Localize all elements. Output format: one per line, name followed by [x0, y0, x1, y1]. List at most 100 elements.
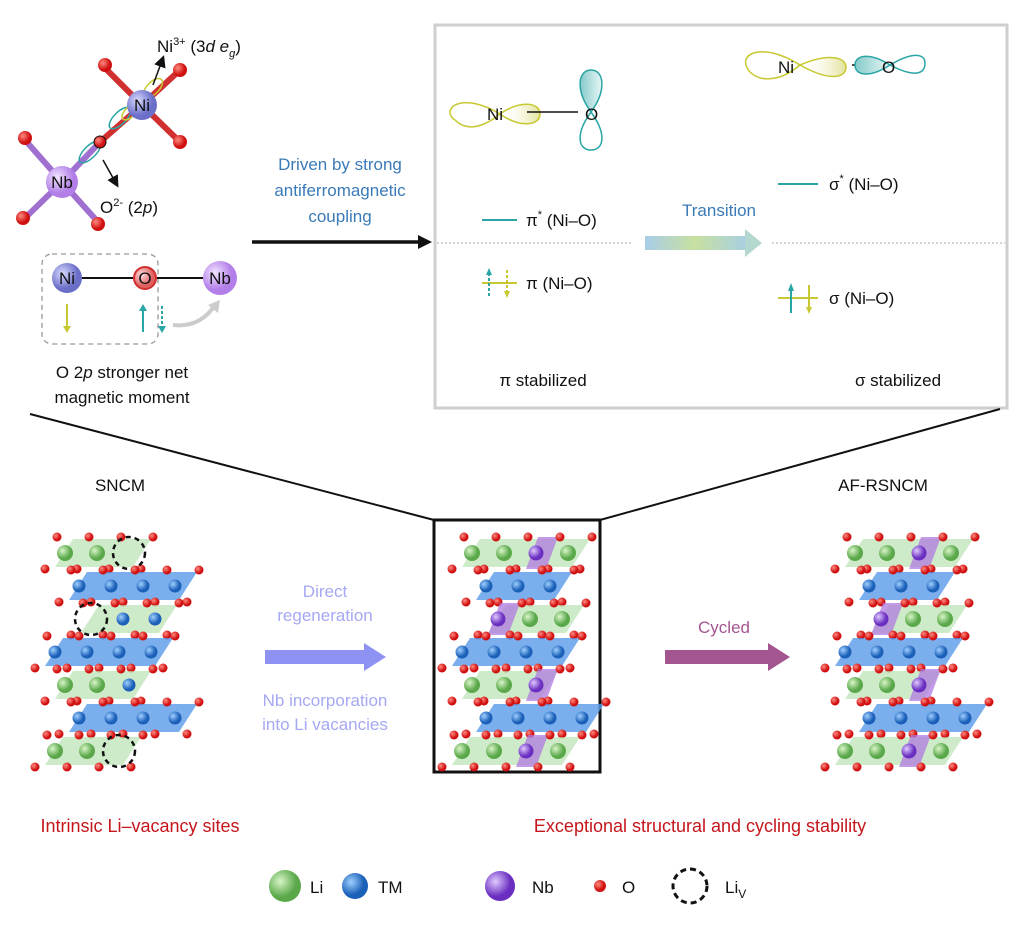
o-atom [960, 631, 970, 641]
o-atom [888, 697, 898, 707]
driver-annotation: Driven by strong antiferromagnetic coupl… [252, 155, 432, 249]
o-atom [874, 532, 884, 542]
tm-atom [72, 579, 86, 593]
nb-atom [911, 677, 927, 693]
li-atom [837, 743, 853, 759]
li-atom [560, 545, 576, 561]
tm-atom [104, 711, 118, 725]
pi-stabilized-caption: π stabilized [499, 371, 586, 390]
o-atom [577, 631, 587, 641]
o-atom [884, 663, 894, 673]
o-atom [170, 631, 180, 641]
o-atom [533, 762, 543, 772]
tm-atom [122, 678, 136, 692]
tm-atom [48, 645, 62, 659]
o-atom [517, 598, 527, 608]
o-atom [459, 664, 469, 674]
o-atom [940, 597, 950, 607]
o-atom [461, 597, 471, 607]
o-atom [896, 631, 906, 641]
o-atom [62, 663, 72, 673]
highlight-frame [432, 518, 602, 774]
o-atom [182, 597, 192, 607]
o-atom [513, 730, 523, 740]
transition-label: Transition [682, 201, 756, 220]
o-atom [569, 630, 579, 640]
tm-atom [136, 579, 150, 593]
o-atom [437, 762, 447, 772]
o-atom [194, 565, 204, 575]
o-atom [94, 663, 104, 673]
tm-layer [476, 704, 604, 732]
o-atom [505, 697, 515, 707]
o-atom [162, 630, 172, 640]
o-atom [86, 729, 96, 739]
tm-atom [926, 579, 940, 593]
nb-atom [528, 545, 544, 561]
regen-line1: Direct [303, 582, 348, 601]
zoom-line-right [599, 408, 1001, 521]
o-atom [830, 696, 840, 706]
sigma-o-label: O [882, 58, 895, 77]
o-atom [832, 730, 842, 740]
o-atom [158, 663, 168, 673]
nb-atom [490, 611, 506, 627]
tm-atom [136, 711, 150, 725]
tm-atom [479, 579, 493, 593]
o-atom [481, 730, 491, 740]
o-atom [952, 697, 962, 707]
cycled-label: Cycled [698, 618, 750, 637]
li-atom [57, 677, 73, 693]
o-atom [98, 565, 108, 575]
o-atom [916, 762, 926, 772]
tm-layer [859, 704, 987, 732]
tm-layer [835, 638, 963, 666]
pi-bonding-label: π (Ni–O) [526, 274, 593, 293]
af-rsncm-label: AF-RSNCM [838, 476, 928, 495]
o-atom [537, 697, 547, 707]
o-atom [74, 631, 84, 641]
o-atom [150, 597, 160, 607]
li-vacancy-icon [101, 733, 137, 769]
vacancy-legend-icon [671, 867, 709, 905]
zoom-line-left [29, 413, 435, 521]
o-atom [30, 762, 40, 772]
cycled-arrow-icon [665, 650, 769, 664]
o-atom [888, 565, 898, 575]
tm-atom [934, 645, 948, 659]
o-atom [98, 630, 108, 640]
o-atom [587, 532, 597, 542]
li-vacancy-icon [111, 535, 147, 571]
li-atom [879, 545, 895, 561]
o-atom [473, 697, 483, 707]
o-atom [932, 598, 942, 608]
o-atom [194, 697, 204, 707]
o-atom [537, 565, 547, 575]
o-atom [928, 631, 938, 641]
chain-caption-line1: O 2p stronger net [56, 363, 189, 382]
o-atom [110, 598, 120, 608]
o-atom [928, 730, 938, 740]
o-atom [964, 598, 974, 608]
o-atom [525, 597, 535, 607]
o-atom [864, 730, 874, 740]
o-atom [844, 597, 854, 607]
o-atom [581, 598, 591, 608]
o-atom [938, 664, 948, 674]
nb-atom [518, 743, 534, 759]
o-atom [469, 663, 479, 673]
o-atom [505, 565, 515, 575]
o-atom [126, 663, 136, 673]
li-atom [464, 677, 480, 693]
li-atom [47, 743, 63, 759]
o-atom [461, 729, 471, 739]
o-atom [130, 697, 140, 707]
o-atom [150, 729, 160, 739]
o-atom [447, 564, 457, 574]
tm-atom [168, 579, 182, 593]
o-atom [920, 565, 930, 575]
o-atom [42, 730, 52, 740]
o-atom [162, 565, 172, 575]
nb-atom [873, 611, 889, 627]
